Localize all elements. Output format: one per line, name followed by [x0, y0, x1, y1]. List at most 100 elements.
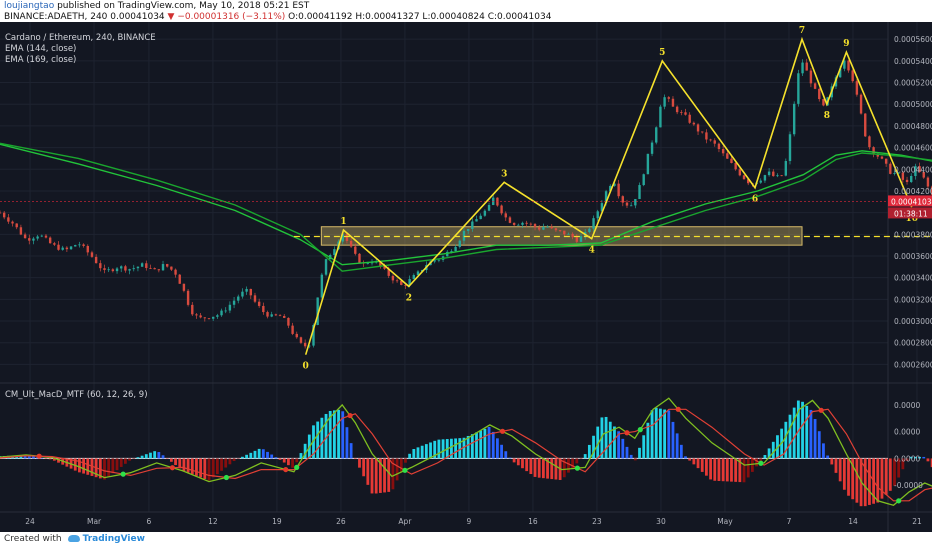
candle-body [153, 268, 156, 270]
candle-body [341, 233, 344, 242]
macd-histogram-bar [337, 409, 340, 459]
candle-body [74, 245, 77, 247]
candle-body [283, 315, 286, 318]
macd-histogram-bar [667, 410, 671, 459]
candle-body [0, 212, 2, 214]
macd-histogram-bar [203, 458, 207, 479]
macd-histogram-bar [834, 458, 838, 473]
macd-histogram-bar [663, 409, 667, 459]
macd-histogram-bar [232, 458, 236, 462]
macd-histogram-bar [287, 458, 290, 466]
candle-body [901, 172, 905, 180]
macd-histogram-bar [659, 408, 662, 459]
macd-histogram-bar [370, 458, 374, 494]
legend-ema-144: EMA (144, close) [5, 44, 77, 54]
macd-histogram-bar [721, 458, 725, 482]
chart-area[interactable]: 0123456789100.000560000.000540000.000520… [0, 22, 932, 532]
candle-body [358, 253, 361, 263]
candle-body [529, 223, 533, 225]
candle-body [813, 83, 817, 89]
time-axis-label: 23 [592, 517, 602, 526]
macd-histogram-bar [433, 440, 437, 459]
candle-body [370, 262, 374, 264]
macd-histogram-bar [771, 441, 775, 459]
macd-histogram-bar [215, 458, 219, 475]
macd-histogram-bar [554, 458, 558, 480]
macd-histogram-bar [550, 458, 554, 480]
candle-body [36, 236, 39, 239]
macd-cross-dot [637, 427, 643, 433]
macd-histogram-bar [274, 457, 278, 459]
time-axis-label: 16 [528, 517, 538, 526]
macd-histogram-bar [182, 458, 186, 472]
candle-body [500, 205, 503, 214]
macd-histogram-bar [441, 439, 445, 459]
candle-body [320, 274, 324, 298]
candle-body [759, 180, 762, 183]
macd-histogram-bar [596, 426, 600, 459]
candle-body [542, 226, 545, 230]
candle-body [69, 246, 73, 250]
candle-body [479, 215, 482, 220]
candle-body [149, 267, 152, 269]
macd-histogram-bar [136, 457, 140, 459]
macd-histogram-bar [52, 458, 56, 461]
macd-histogram-bar [412, 449, 416, 459]
macd-histogram-bar [328, 410, 332, 459]
macd-cross-dot [675, 406, 681, 412]
candle-body [295, 333, 298, 338]
chart-canvas[interactable]: 0123456789100.000560000.000540000.000520… [0, 22, 932, 532]
candle-body [721, 149, 725, 154]
macd-cross-dot [223, 474, 230, 481]
macd-histogram-bar [633, 458, 637, 461]
candle-body [859, 94, 863, 114]
macd-cross-dot [758, 460, 764, 466]
macd-histogram-bar [32, 456, 35, 459]
candle-body [926, 177, 930, 187]
macd-histogram-bar [567, 458, 570, 473]
time-axis-label: 9 [467, 517, 472, 526]
candle-body [191, 304, 194, 315]
candle-body [270, 314, 273, 317]
macd-histogram-bar [27, 455, 31, 459]
candle-body [145, 263, 148, 268]
macd-histogram-bar [784, 421, 788, 459]
macd-histogram-bar [792, 407, 796, 459]
tradingview-brand[interactable]: TradingView [82, 534, 145, 544]
macd-histogram-bar [688, 458, 692, 461]
candle-body [354, 246, 357, 254]
candle-body [454, 246, 457, 251]
macd-histogram-bar [725, 458, 729, 482]
candle-body [897, 172, 900, 174]
candle-body [646, 153, 650, 175]
legend-symbol: Cardano / Ethereum, 240, BINANCE [5, 33, 156, 43]
candle-body [412, 275, 416, 280]
time-axis-label: 19 [272, 517, 282, 526]
candle-body [32, 238, 35, 241]
macd-histogram-bar [82, 458, 85, 474]
ema-169-line [0, 142, 932, 272]
macd-histogram-bar [876, 458, 880, 503]
candle-body [165, 264, 169, 267]
candle-body [316, 297, 319, 325]
symbol-quote-line: BINANCE:ADAETH, 240 0.00041034 ▼ −0.0000… [4, 12, 551, 22]
macd-histogram-bar [165, 458, 169, 459]
price-axis-label: 0.00052000 [894, 79, 932, 88]
macd-histogram-bar [746, 458, 750, 478]
macd-histogram-bar [228, 458, 232, 465]
macd-histogram-bar [625, 446, 629, 459]
price-axis-label: 0.00036000 [894, 252, 932, 261]
candle-body [533, 224, 537, 228]
candle-body [161, 264, 165, 271]
candle-body [822, 99, 825, 106]
candle-body [128, 269, 131, 271]
macd-histogram-bar [679, 444, 683, 459]
candle-body [734, 162, 737, 170]
ohlc-values: O:0.00041192 H:0.00041327 L:0.00040824 C… [288, 12, 552, 22]
author-link[interactable]: loujiangtao [4, 1, 55, 11]
candle-body [111, 269, 115, 272]
macd-histogram-bar [713, 458, 717, 481]
macd-histogram-bar [236, 458, 240, 459]
macd-histogram-bar [429, 442, 432, 459]
